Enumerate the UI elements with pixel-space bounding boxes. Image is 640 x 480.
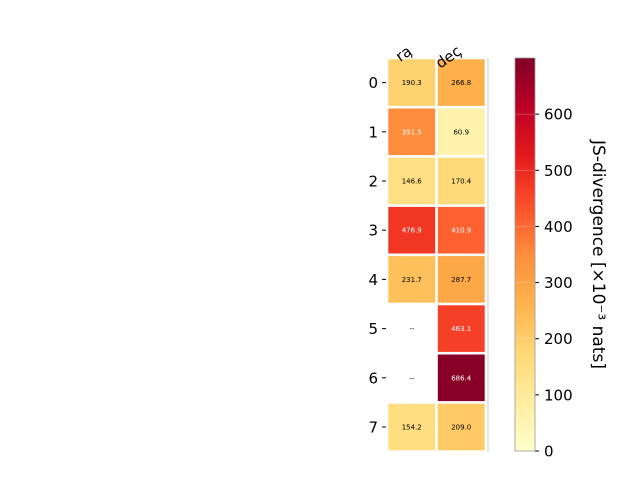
colorbar-tick-label: 200 (544, 330, 573, 348)
colorbar-tick-label: 400 (544, 218, 573, 236)
cell-value-label: 476.9 (402, 227, 422, 235)
cell-value-label: 287.7 (451, 276, 471, 284)
cell-value-label: 146.6 (402, 178, 423, 186)
cell-value-label: 686.4 (451, 374, 472, 382)
cell-value-label: 231.7 (402, 276, 422, 284)
colorbar-label: JS-divergence [×10⁻³ nats] (588, 139, 608, 369)
row-label: 7 (368, 419, 378, 437)
missing-cell-label: -- (409, 325, 415, 333)
colorbar-gradient (515, 58, 535, 451)
row-labels: 0 1 2 3 4 5 6 7 (368, 74, 386, 437)
cell-value-label: 60.9 (453, 128, 469, 136)
row-label: 5 (368, 320, 378, 338)
cell-value-label: 463.1 (451, 325, 471, 333)
heatmap-cell (437, 59, 485, 106)
colorbar-tick-label: 500 (544, 162, 573, 180)
colorbar-outline (514, 57, 536, 452)
colorbar-tick-label: 0 (544, 443, 554, 461)
cell-value-label: 410.9 (451, 227, 471, 235)
colorbar: 0 100 200 300 400 500 600 (514, 57, 573, 461)
heatmap-cell (388, 59, 436, 106)
heatmap-cell (437, 256, 485, 303)
heatmap-cell (388, 256, 436, 303)
row-label: 2 (368, 173, 378, 191)
heatmap-cell (388, 108, 436, 156)
heatmap-cells: 190.3 266.8 351.5 60.9 146.6 170.4 476.9 410.9 2… (388, 59, 485, 451)
heatmap-cell (388, 157, 436, 205)
colorbar-tick-label: 600 (544, 106, 573, 124)
cell-value-label: 170.4 (451, 178, 472, 186)
cell-value-label: 209.0 (451, 424, 471, 432)
row-label: 0 (368, 74, 378, 92)
cell-value-label: 351.5 (402, 128, 422, 136)
heatmap-cell (388, 403, 436, 451)
colorbar-tick-label: 300 (544, 274, 573, 292)
row-label: 1 (368, 123, 378, 141)
cell-value-label: 266.8 (451, 79, 471, 87)
heatmap-cell (437, 354, 485, 402)
missing-cell-label: -- (409, 374, 415, 382)
heatmap-cell (437, 403, 485, 451)
cell-value-label: 190.3 (402, 79, 422, 87)
heatmap-cell (388, 206, 436, 254)
cell-value-label: 154.2 (402, 424, 422, 432)
heatmap-cell (437, 157, 485, 205)
row-label: 3 (368, 222, 378, 240)
row-label: 4 (368, 271, 378, 289)
heatmap-cell (437, 206, 485, 254)
row-label: 6 (368, 369, 378, 387)
heatmap-cell (437, 108, 485, 156)
colorbar-tick-label: 100 (544, 386, 573, 404)
heatmap-cell (437, 305, 485, 352)
